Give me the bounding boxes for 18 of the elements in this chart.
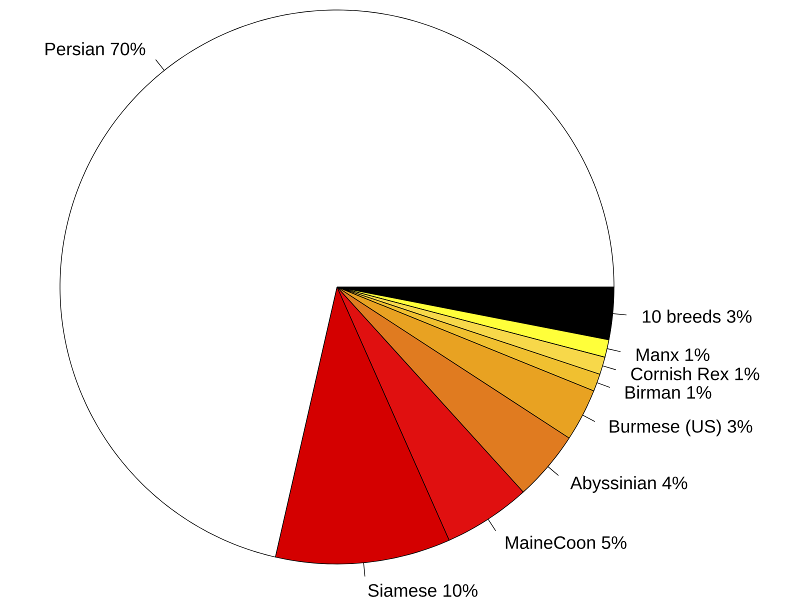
slice-label: Birman	[626, 386, 680, 399]
slice-label: Burmese (US)	[610, 420, 721, 436]
slice-label: MaineCoon	[506, 536, 595, 549]
data-label: 3%	[728, 420, 752, 433]
data-label: 4%	[662, 476, 688, 490]
slice-label: Persian	[46, 42, 104, 56]
data-label: 1%	[735, 368, 760, 380]
data-label: 1%	[685, 348, 710, 362]
data-label: 5%	[602, 536, 626, 549]
data-label: 10%	[444, 584, 478, 597]
data-label: 70%	[110, 42, 146, 56]
slice-label: Abyssinian	[570, 476, 656, 493]
slice-label: 10 breeds	[642, 310, 721, 323]
slice-label: Siamese	[368, 584, 436, 597]
data-label: 3%	[726, 310, 752, 323]
slice-label: Manx	[636, 348, 679, 362]
slice-label: Cornish Rex	[631, 367, 729, 380]
data-label: 1%	[687, 386, 712, 399]
